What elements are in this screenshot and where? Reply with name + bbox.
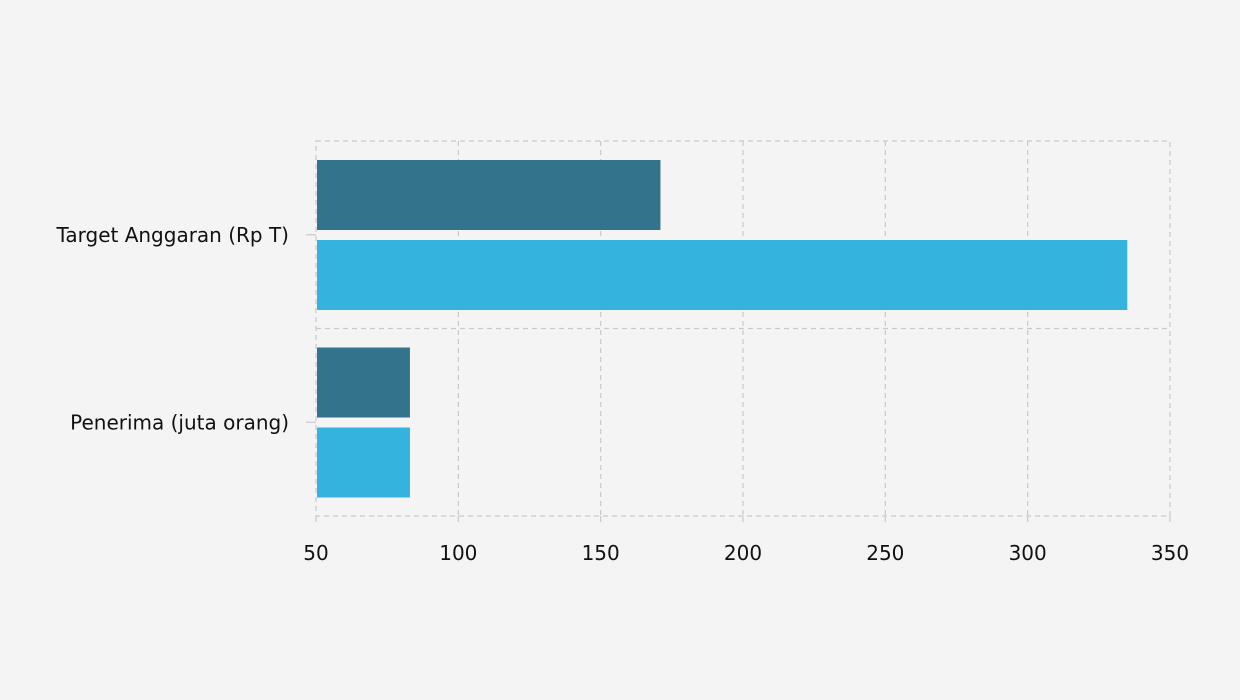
bar xyxy=(317,347,410,418)
x-tick-label: 200 xyxy=(724,541,762,565)
x-tick-label: 300 xyxy=(1009,541,1047,565)
x-tick-label: 150 xyxy=(582,541,620,565)
x-tick-label: 250 xyxy=(866,541,904,565)
bar xyxy=(317,240,1128,310)
bar xyxy=(317,427,410,498)
category-label: Target Anggaran (Rp T) xyxy=(55,223,289,247)
bars-layer xyxy=(317,160,1128,498)
x-tick-label: 350 xyxy=(1151,541,1189,565)
bar xyxy=(317,160,661,230)
x-tick-label: 50 xyxy=(303,541,328,565)
axis-layer: 50 100 150 200 250 300 350 Target Anggaran (Rp … xyxy=(55,223,1189,565)
x-tick-label: 100 xyxy=(439,541,477,565)
category-label: Penerima (juta orang) xyxy=(70,410,289,434)
